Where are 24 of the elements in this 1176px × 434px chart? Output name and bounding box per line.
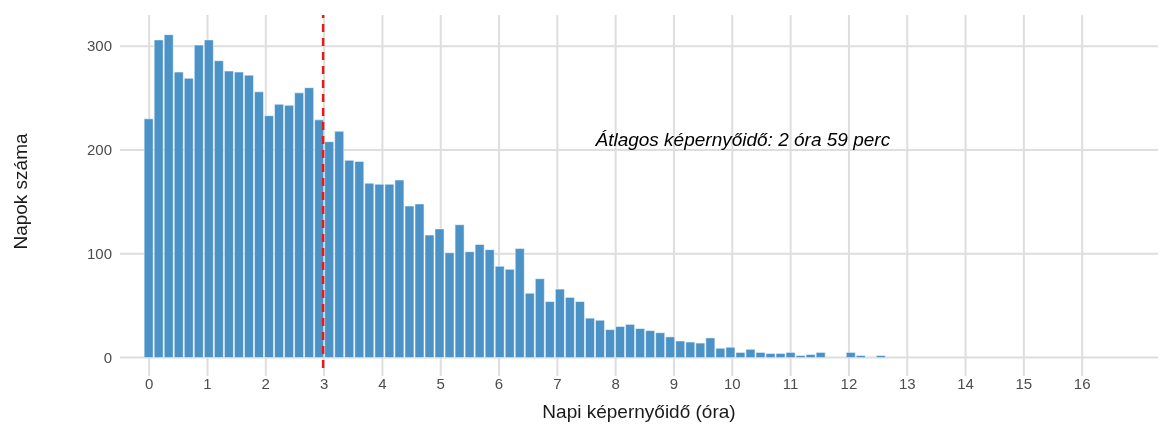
x-tick-label: 13 (898, 374, 916, 392)
x-tick-label: 12 (840, 374, 858, 392)
y-tick-label: 300 (86, 37, 112, 55)
x-tick-label: 10 (723, 374, 741, 392)
x-axis-title: Napi képernyőidő (óra) (542, 401, 736, 422)
x-tick-label: 1 (203, 374, 212, 392)
y-tick-label: 200 (86, 141, 112, 159)
x-tick-label: 2 (261, 374, 270, 392)
x-tick-label: 0 (144, 374, 154, 392)
y-tick-label: 0 (103, 348, 112, 366)
annotation: Átlagos képernyőidő: 2 óra 59 perc (594, 128, 891, 150)
y-tick-label: 100 (86, 245, 112, 263)
y-axis-title: Napok száma (9, 132, 31, 250)
x-tick-label: 11 (782, 374, 799, 392)
x-tick-label: 6 (494, 374, 504, 392)
x-tick-label: 7 (553, 374, 562, 392)
x-tick-label: 3 (319, 374, 329, 392)
x-tick-label: 5 (436, 374, 445, 392)
x-tick-label: 4 (378, 374, 387, 392)
x-tick-label: 15 (1015, 374, 1033, 392)
x-tick-label: 16 (1073, 374, 1091, 392)
x-tick-label: 9 (669, 374, 679, 392)
x-tick-label: 8 (611, 374, 620, 392)
x-tick-label: 14 (957, 374, 974, 392)
